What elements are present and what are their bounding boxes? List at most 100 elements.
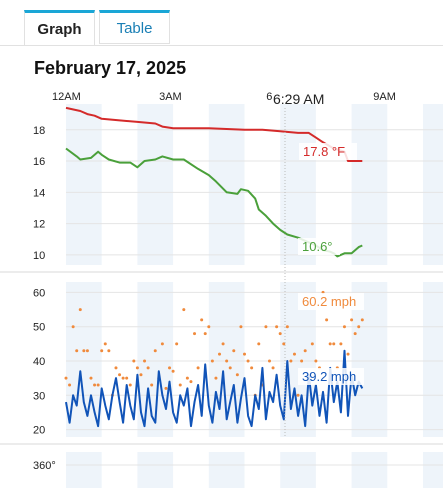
gust-point	[278, 332, 282, 336]
cursor-time-label: 6:29 AM	[273, 91, 324, 107]
y-tick-label: 20	[33, 425, 45, 437]
hour-band	[423, 452, 443, 488]
gust-point	[107, 349, 111, 353]
gust-point	[218, 352, 222, 356]
gust-point	[303, 349, 307, 353]
gust-point	[96, 383, 100, 387]
tab-table[interactable]: Table	[99, 10, 170, 44]
y-tick-label: 30	[33, 390, 45, 402]
gust-point	[357, 325, 361, 329]
gust-point	[153, 349, 157, 353]
y-tick-label: 18	[33, 125, 45, 137]
hour-band	[137, 104, 174, 265]
gust-point	[243, 352, 246, 356]
gust-point	[257, 342, 261, 346]
x-tick-label: 3AM	[159, 91, 182, 103]
gust-point	[78, 308, 82, 312]
gust-point	[182, 308, 186, 312]
gust-point	[82, 349, 86, 353]
hour-band	[208, 452, 245, 488]
gust-point	[353, 332, 357, 336]
gust-point	[128, 383, 132, 387]
wind-line	[65, 349, 364, 428]
gust-point	[264, 325, 268, 329]
wind-value-label: 39.2 mph	[302, 369, 356, 384]
gust-point	[228, 366, 232, 370]
tab-graph[interactable]: Graph	[24, 10, 95, 46]
gust-point	[282, 342, 286, 346]
gust-point	[143, 359, 147, 363]
gust-point	[246, 359, 250, 363]
gust-point	[68, 383, 72, 387]
y-tick-label: 10	[33, 250, 45, 262]
gust-point	[267, 359, 271, 363]
view-tabs: Graph Table	[24, 10, 170, 46]
gust-point	[125, 376, 129, 380]
temperature-value-label-bg	[299, 143, 357, 160]
hour-band	[351, 452, 388, 488]
gust-point	[239, 325, 243, 329]
gust-point	[121, 376, 125, 380]
gust-point	[250, 366, 254, 370]
gust-value-label: 60.2 mph	[302, 294, 356, 309]
hour-band	[66, 452, 102, 488]
hour-band	[423, 282, 443, 437]
gust-point	[118, 373, 122, 377]
gust-point	[296, 393, 300, 397]
gust-point	[275, 325, 279, 329]
hour-band	[280, 452, 316, 488]
gust-point	[75, 349, 79, 353]
gust-point	[93, 383, 97, 387]
x-tick-label: 6	[266, 91, 272, 103]
gust-point	[232, 349, 236, 353]
hour-band	[66, 104, 102, 265]
gust-point	[89, 376, 93, 380]
gust-point	[207, 325, 211, 329]
y-tick-label: 360°	[33, 460, 56, 472]
gust-point	[171, 369, 175, 373]
gust-point	[300, 359, 304, 363]
gust-point	[225, 359, 229, 363]
gust-point	[164, 386, 168, 390]
gust-point	[114, 366, 118, 370]
gust-point	[139, 373, 143, 377]
page-title: February 17, 2025	[34, 58, 187, 78]
gust-point	[200, 318, 204, 322]
gust-point	[196, 366, 200, 370]
gust-point	[178, 383, 182, 387]
gust-point	[346, 352, 350, 356]
gust-point	[214, 376, 218, 380]
gust-value-label-bg	[298, 293, 364, 310]
gust-point	[64, 376, 68, 380]
gust-point	[185, 376, 189, 380]
gust-point	[235, 373, 239, 377]
hour-band	[351, 104, 388, 265]
y-tick-label: 60	[33, 287, 45, 299]
hour-band	[423, 104, 443, 265]
gust-point	[325, 318, 329, 322]
gust-point	[103, 342, 107, 346]
dewpoint-value-label: 10.6°	[302, 239, 333, 254]
wind-value-label-bg	[298, 368, 364, 385]
dewpoint-value-label-bg	[298, 238, 340, 255]
gust-point	[350, 318, 354, 322]
hour-band	[137, 452, 174, 488]
gust-point	[328, 342, 332, 346]
gust-point	[175, 342, 179, 346]
gust-point	[360, 318, 364, 322]
temperature-value-label: 17.8 °F	[303, 144, 345, 159]
y-tick-label: 16	[33, 156, 45, 168]
y-tick-label: 40	[33, 356, 45, 368]
x-tick-label: 9AM	[373, 91, 396, 103]
gust-point	[271, 366, 275, 370]
y-tick-label: 12	[33, 219, 45, 231]
gust-point	[85, 349, 89, 353]
y-tick-label: 14	[33, 187, 45, 199]
gust-point	[189, 380, 193, 384]
gust-point	[71, 325, 75, 329]
hour-band	[208, 104, 245, 265]
gust-point	[150, 383, 154, 387]
gust-point	[339, 342, 343, 346]
gust-point	[210, 359, 214, 363]
gust-point	[314, 359, 318, 363]
